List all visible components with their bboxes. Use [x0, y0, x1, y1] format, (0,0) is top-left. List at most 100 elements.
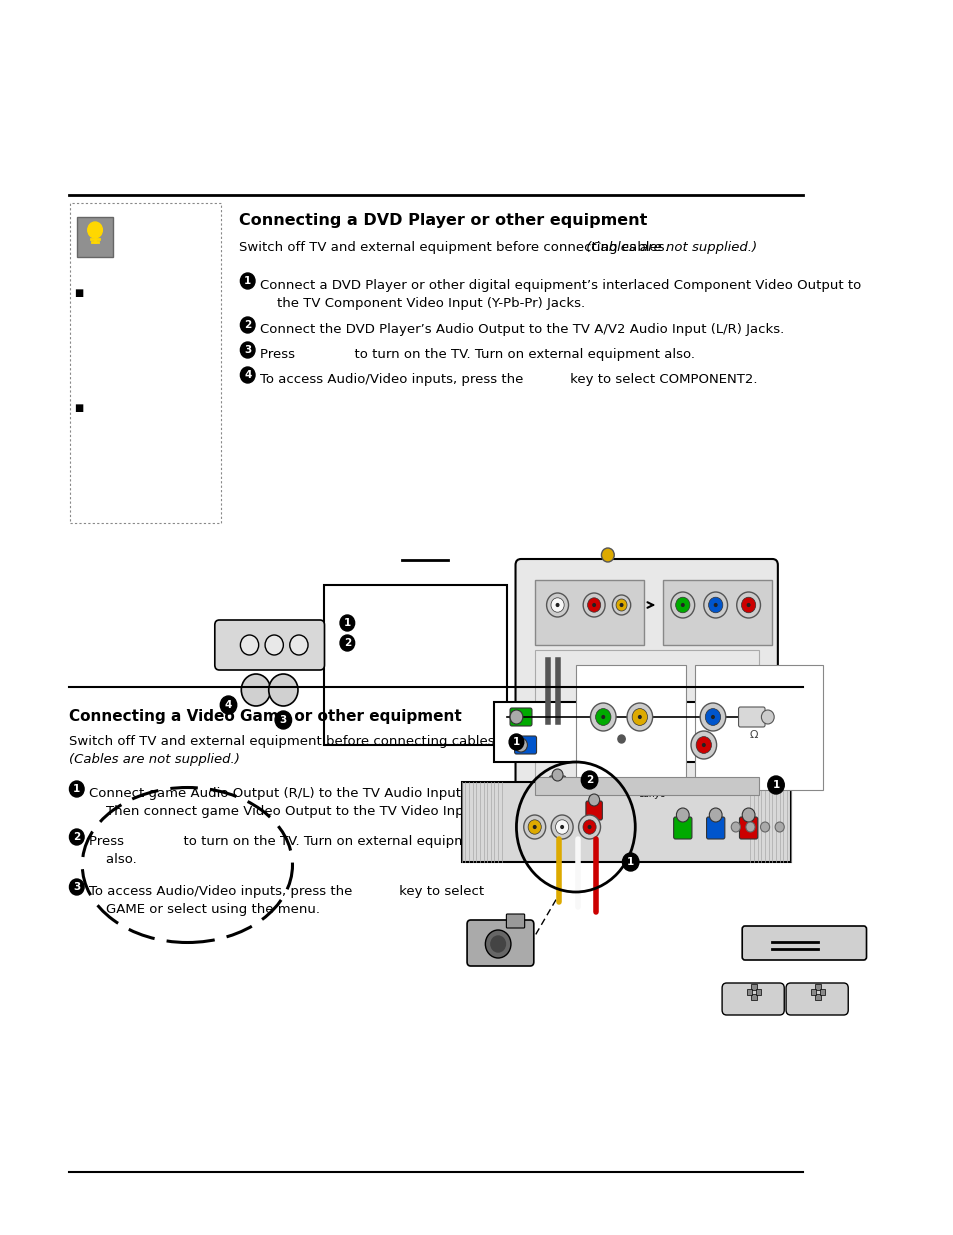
Text: Connect a DVD Player or other digital equipment’s interlaced Component Video Out: Connect a DVD Player or other digital eq… — [259, 279, 860, 291]
Circle shape — [269, 674, 297, 706]
Circle shape — [621, 853, 639, 871]
Circle shape — [556, 604, 558, 606]
Circle shape — [618, 735, 624, 743]
Circle shape — [745, 823, 754, 832]
Bar — [751, 984, 756, 990]
Circle shape — [616, 599, 626, 611]
Text: Switch off TV and external equipment before connecting cables.: Switch off TV and external equipment bef… — [69, 735, 497, 748]
Text: 2: 2 — [343, 638, 351, 648]
Circle shape — [533, 826, 536, 829]
Circle shape — [632, 709, 647, 725]
Circle shape — [588, 794, 599, 806]
FancyBboxPatch shape — [515, 559, 777, 821]
Bar — [534, 777, 758, 795]
Circle shape — [339, 635, 355, 651]
Text: 2: 2 — [73, 832, 80, 842]
Text: (Cables are not supplied.): (Cables are not supplied.) — [69, 753, 239, 766]
Text: sanyo: sanyo — [639, 790, 666, 799]
Circle shape — [240, 317, 254, 333]
FancyBboxPatch shape — [585, 802, 601, 820]
Circle shape — [240, 635, 258, 655]
Circle shape — [509, 734, 523, 750]
Text: 4: 4 — [225, 700, 232, 710]
Text: Connecting a Video Game or other equipment: Connecting a Video Game or other equipme… — [69, 709, 461, 724]
FancyBboxPatch shape — [738, 706, 764, 727]
Circle shape — [240, 367, 254, 383]
Bar — [810, 989, 816, 995]
Circle shape — [240, 273, 254, 289]
Bar — [819, 989, 824, 995]
Bar — [493, 701, 758, 762]
Circle shape — [582, 593, 604, 618]
Text: ■: ■ — [74, 288, 83, 298]
Bar — [461, 782, 790, 862]
Circle shape — [711, 715, 714, 719]
Text: 3: 3 — [279, 715, 287, 725]
Circle shape — [587, 598, 600, 613]
Text: To access Audio/Video inputs, press the           key to select COMPONENT2.: To access Audio/Video inputs, press the … — [259, 373, 757, 387]
Text: also.: also. — [89, 853, 136, 866]
Text: VIDEO IN: VIDEO IN — [534, 787, 565, 793]
Circle shape — [760, 710, 774, 724]
Circle shape — [510, 710, 522, 724]
FancyBboxPatch shape — [510, 708, 532, 726]
Circle shape — [626, 703, 652, 731]
Circle shape — [514, 739, 527, 752]
Bar — [324, 585, 507, 745]
Text: Switch off TV and external equipment before connecting cables.: Switch off TV and external equipment bef… — [239, 241, 668, 254]
Circle shape — [619, 604, 622, 606]
Circle shape — [680, 604, 683, 606]
Circle shape — [741, 808, 754, 823]
Text: 1: 1 — [343, 618, 351, 629]
Circle shape — [730, 823, 740, 832]
Circle shape — [704, 709, 720, 725]
Text: ■: ■ — [74, 403, 83, 412]
Bar — [746, 989, 752, 995]
FancyBboxPatch shape — [721, 983, 783, 1015]
FancyBboxPatch shape — [76, 217, 113, 257]
Circle shape — [690, 731, 716, 760]
Bar — [755, 989, 760, 995]
Circle shape — [485, 930, 511, 958]
Text: 1: 1 — [73, 784, 80, 794]
Circle shape — [670, 592, 694, 618]
Circle shape — [582, 820, 596, 834]
Circle shape — [70, 829, 84, 845]
Circle shape — [70, 781, 84, 797]
Bar — [815, 994, 820, 1000]
Text: 3: 3 — [244, 345, 251, 354]
Circle shape — [767, 776, 783, 794]
FancyBboxPatch shape — [506, 914, 524, 927]
Text: 2: 2 — [244, 320, 251, 330]
Circle shape — [701, 743, 704, 746]
Circle shape — [560, 826, 563, 829]
Circle shape — [696, 736, 711, 753]
Circle shape — [551, 815, 573, 839]
Circle shape — [612, 595, 630, 615]
Circle shape — [760, 823, 769, 832]
Text: 3: 3 — [73, 882, 80, 892]
Circle shape — [552, 769, 562, 781]
Text: Connecting a DVD Player or other equipment: Connecting a DVD Player or other equipme… — [239, 212, 647, 228]
Circle shape — [714, 604, 717, 606]
Circle shape — [523, 815, 545, 839]
Circle shape — [601, 715, 604, 719]
FancyBboxPatch shape — [514, 736, 536, 755]
Text: To access Audio/Video inputs, press the           key to select: To access Audio/Video inputs, press the … — [89, 885, 483, 898]
Circle shape — [600, 548, 614, 562]
Circle shape — [274, 711, 292, 729]
Text: Connect game Audio Output (R/L) to the TV Audio Input (R/L).: Connect game Audio Output (R/L) to the T… — [89, 787, 499, 800]
Bar — [694, 664, 821, 790]
FancyBboxPatch shape — [706, 818, 724, 839]
Circle shape — [491, 936, 505, 952]
Bar — [662, 580, 772, 645]
FancyBboxPatch shape — [739, 818, 757, 839]
Circle shape — [265, 635, 283, 655]
FancyBboxPatch shape — [741, 926, 865, 960]
Circle shape — [703, 592, 727, 618]
Bar — [534, 580, 643, 645]
Text: 1: 1 — [513, 737, 519, 747]
Circle shape — [675, 598, 689, 613]
Text: 4: 4 — [244, 370, 252, 380]
Circle shape — [220, 697, 236, 714]
